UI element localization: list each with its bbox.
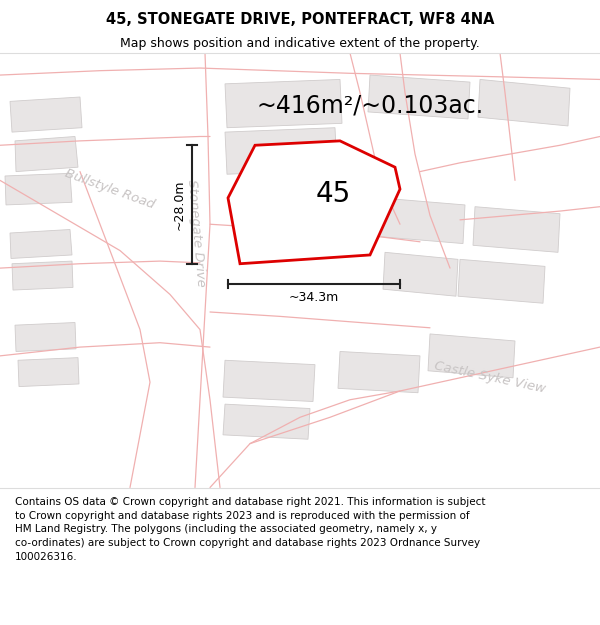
Text: Bullstyle Road: Bullstyle Road [64, 167, 157, 211]
Polygon shape [225, 79, 342, 128]
Polygon shape [223, 360, 315, 401]
Text: 45: 45 [316, 180, 351, 208]
Text: Stonegate Drive: Stonegate Drive [185, 179, 207, 288]
Text: 45, STONEGATE DRIVE, PONTEFRACT, WF8 4NA: 45, STONEGATE DRIVE, PONTEFRACT, WF8 4NA [106, 12, 494, 27]
Text: ~28.0m: ~28.0m [173, 179, 186, 230]
Text: ~416m²/~0.103ac.: ~416m²/~0.103ac. [256, 94, 484, 118]
Polygon shape [458, 259, 545, 303]
Polygon shape [18, 357, 79, 387]
Polygon shape [15, 322, 76, 351]
Polygon shape [428, 334, 515, 378]
Polygon shape [15, 136, 78, 172]
Polygon shape [12, 261, 73, 290]
Text: Castle Syke View: Castle Syke View [433, 359, 547, 396]
Polygon shape [228, 141, 400, 264]
Polygon shape [368, 75, 470, 119]
Polygon shape [10, 97, 82, 132]
Polygon shape [5, 173, 72, 205]
Polygon shape [225, 127, 337, 174]
Polygon shape [383, 253, 458, 296]
Text: Map shows position and indicative extent of the property.: Map shows position and indicative extent… [120, 38, 480, 50]
Text: Contains OS data © Crown copyright and database right 2021. This information is : Contains OS data © Crown copyright and d… [15, 497, 485, 561]
Text: ~34.3m: ~34.3m [289, 291, 339, 304]
Polygon shape [478, 79, 570, 126]
Polygon shape [473, 207, 560, 252]
Polygon shape [10, 229, 72, 259]
Polygon shape [223, 404, 310, 439]
Polygon shape [338, 351, 420, 392]
Polygon shape [378, 198, 465, 244]
